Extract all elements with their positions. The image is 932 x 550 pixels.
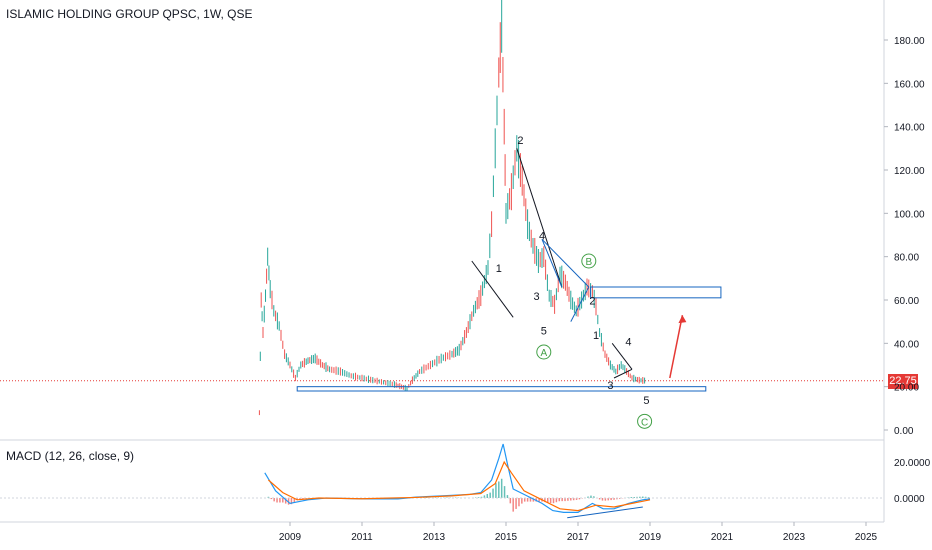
y-tick-label: 20.00 — [894, 383, 919, 394]
target-arrow-head — [678, 315, 687, 324]
macd-tick-label: 20.0000 — [894, 458, 931, 469]
wave-line — [471, 260, 514, 318]
y-tick-label: 160.00 — [894, 79, 925, 90]
chart-title: ISLAMIC HOLDING GROUP QPSC, 1W, QSE — [6, 7, 253, 21]
wave-label: 1 — [496, 263, 502, 275]
corrective-text: A — [540, 348, 547, 359]
wave-label: 2 — [517, 135, 523, 147]
corrective-circle — [536, 344, 552, 360]
macd-title: MACD (12, 26, close, 9) — [6, 449, 135, 463]
wave-label: 4 — [539, 230, 545, 242]
y-tick-label: 120.00 — [894, 166, 925, 177]
x-tick-label: 2015 — [495, 532, 518, 543]
y-tick-label: 100.00 — [894, 209, 925, 220]
corrective-text: C — [641, 417, 648, 428]
x-tick-label: 2009 — [279, 532, 302, 543]
x-tick-label: 2017 — [567, 532, 590, 543]
corrective-label-c: C — [637, 413, 653, 429]
wave-label: 3 — [607, 380, 613, 392]
wave-label: 4 — [625, 337, 631, 349]
corrective-circle — [637, 413, 653, 429]
wave-label: 5 — [643, 395, 649, 407]
wave-label: 1 — [593, 330, 599, 342]
wave-line — [611, 343, 633, 370]
y-tick-label: 60.00 — [894, 296, 919, 307]
wave-line — [541, 239, 563, 288]
wave-line — [613, 368, 633, 379]
x-tick-label: 2025 — [855, 532, 878, 543]
corrective-circle — [581, 253, 597, 269]
y-tick-label: 140.00 — [894, 123, 925, 134]
last-price-badge: 22.75 — [888, 374, 918, 389]
support-zone — [296, 386, 707, 392]
target-arrow — [669, 315, 684, 379]
x-tick-label: 2021 — [711, 532, 734, 543]
wave-line — [570, 286, 590, 322]
y-tick-label: 80.00 — [894, 253, 919, 264]
wave-label: 2 — [589, 295, 595, 307]
x-tick-label: 2023 — [783, 532, 806, 543]
corrective-label-b: B — [581, 253, 597, 269]
corrective-text: B — [585, 257, 592, 268]
y-tick-label: 40.00 — [894, 339, 919, 350]
wave-label: 3 — [534, 291, 540, 303]
wave-label: 5 — [541, 326, 547, 338]
macd-line — [264, 443, 651, 514]
wave-line — [516, 148, 563, 288]
macd-tick-label: 0.0000 — [894, 494, 925, 505]
x-tick-label: 2011 — [351, 532, 373, 543]
macd-divergence-line — [567, 506, 643, 519]
wave-line — [541, 238, 590, 288]
target-zone — [590, 286, 722, 299]
signal-line — [268, 460, 651, 512]
x-tick-label: 2013 — [423, 532, 446, 543]
x-tick-label: 2019 — [639, 532, 662, 543]
y-tick-label: 0.00 — [894, 426, 914, 437]
corrective-label-a: A — [536, 344, 552, 360]
y-tick-label: 180.00 — [894, 36, 925, 47]
